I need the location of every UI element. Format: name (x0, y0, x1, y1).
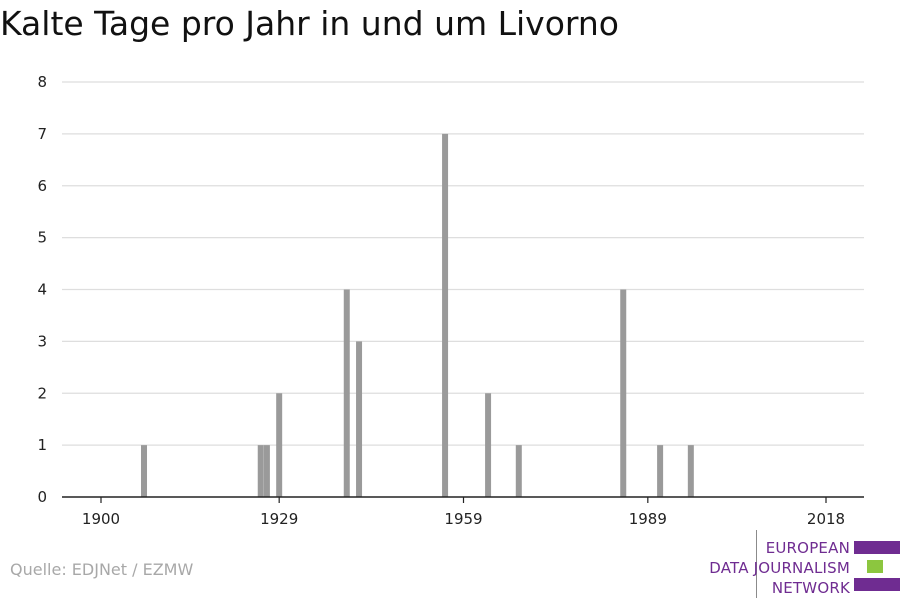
logo-line-data-journalism: DATA JOURNALISM (709, 559, 850, 577)
y-tick-label-6: 6 (37, 177, 47, 195)
y-tick-label-8: 8 (37, 73, 47, 91)
bar-1926 (257, 445, 264, 497)
x-tick-label-2018: 2018 (807, 510, 845, 528)
gridlines (62, 81, 864, 446)
x-tick-label-1929: 1929 (260, 510, 298, 528)
bar-1956 (442, 133, 449, 497)
bar-1940 (343, 289, 350, 497)
bar-1942 (356, 341, 363, 497)
x-axis: 1900 1929 1959 1989 2018 (82, 497, 845, 528)
bar-1907 (141, 445, 148, 497)
bar-1963 (485, 393, 492, 497)
bar-1996 (687, 445, 694, 497)
y-tick-label-2: 2 (37, 384, 47, 402)
logo-line-european: EUROPEAN (765, 539, 850, 557)
logo-bar-green (867, 560, 883, 573)
x-tick-label-1900: 1900 (82, 510, 120, 528)
y-tick-label-5: 5 (37, 229, 47, 247)
y-tick-label-0: 0 (37, 488, 47, 506)
logo-divider (756, 530, 757, 598)
edjnet-logo: EUROPEAN DATA JOURNALISM NETWORK (700, 530, 900, 600)
y-tick-label-7: 7 (37, 125, 47, 143)
y-axis: 0 1 2 3 4 5 6 7 8 (37, 73, 47, 506)
logo-text: EUROPEAN DATA JOURNALISM NETWORK (709, 538, 850, 598)
bar-1985 (620, 289, 627, 497)
y-tick-label-3: 3 (37, 332, 47, 350)
bars (141, 133, 694, 497)
bar-1927 (263, 445, 270, 497)
x-tick-label-1959: 1959 (444, 510, 482, 528)
source-note: Quelle: EDJNet / EZMW (10, 560, 194, 579)
logo-line-network: NETWORK (771, 579, 850, 597)
bar-1929 (276, 393, 283, 497)
chart-title: Kalte Tage pro Jahr in und um Livorno (0, 4, 619, 43)
logo-bar-purple-bottom (854, 578, 900, 591)
bar-1968 (515, 445, 522, 497)
x-tick-label-1989: 1989 (629, 510, 667, 528)
y-tick-label-4: 4 (37, 281, 47, 299)
y-tick-label-1: 1 (37, 436, 47, 454)
logo-bar-purple-top (854, 541, 900, 554)
bar-1991 (657, 445, 664, 497)
